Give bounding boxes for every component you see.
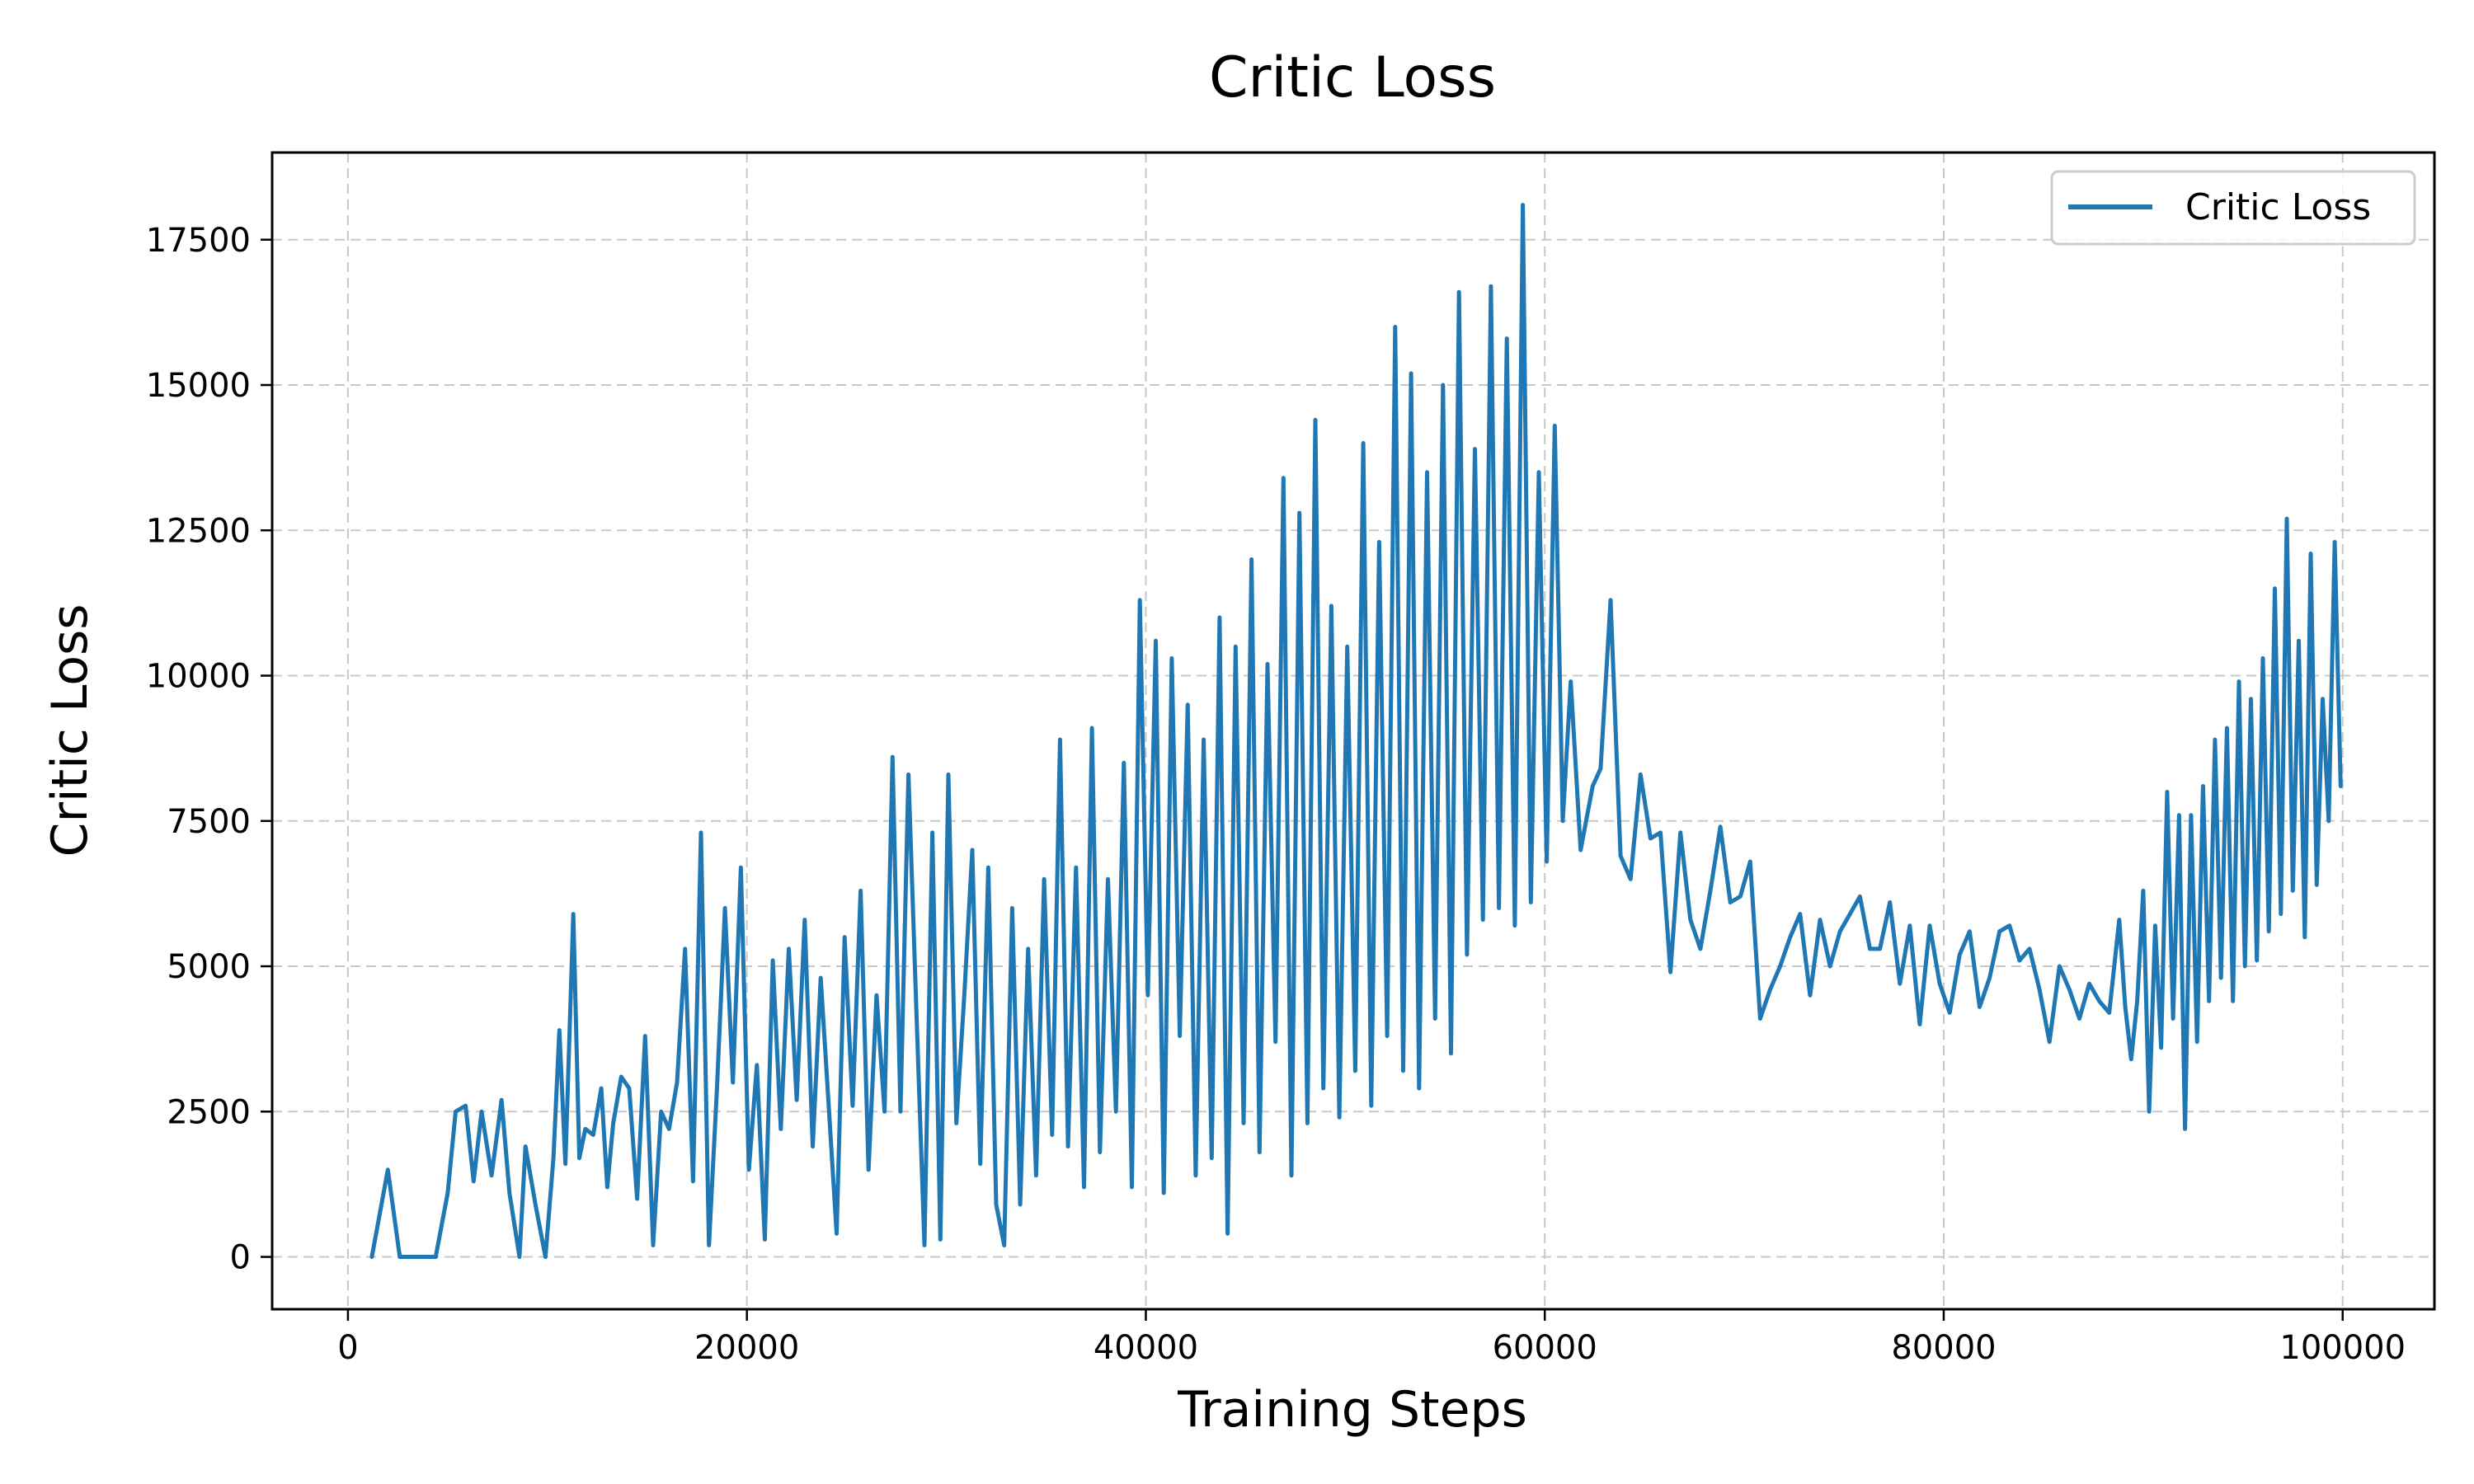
plot-area: 0 20000 40000 60000 80000 100000 0 2500 5000 750… xyxy=(146,151,2436,1367)
axes-frame xyxy=(270,151,2436,1311)
y-tick-label: 5000 xyxy=(167,948,251,986)
x-axis-label: Training Steps xyxy=(1177,1381,1527,1439)
legend: Critic Loss xyxy=(2050,170,2416,246)
y-tick-label: 10000 xyxy=(146,658,251,696)
x-tick-label: 20000 xyxy=(694,1329,799,1367)
y-tick-label: 12500 xyxy=(146,512,251,550)
legend-label-critic-loss: Critic Loss xyxy=(2185,186,2371,228)
y-axis-label: Critic Loss xyxy=(41,603,99,857)
y-tick-label: 7500 xyxy=(167,803,251,841)
y-axis-ticks: 0 2500 5000 7500 10000 12500 15000 17500 xyxy=(146,222,272,1277)
y-tick-label: 0 xyxy=(230,1239,251,1277)
series-line-critic-loss xyxy=(369,203,2343,1259)
x-tick-label: 60000 xyxy=(1493,1329,1597,1367)
series-layer xyxy=(369,203,2343,1259)
x-axis-ticks: 0 20000 40000 60000 80000 100000 xyxy=(337,1309,2406,1367)
y-tick-label: 15000 xyxy=(146,367,251,405)
y-tick-label: 17500 xyxy=(146,222,251,260)
legend-box xyxy=(2050,170,2416,246)
x-tick-label: 80000 xyxy=(1891,1329,1996,1367)
y-tick-label: 2500 xyxy=(167,1093,251,1131)
chart-title: Critic Loss xyxy=(1209,45,1496,110)
x-tick-label: 40000 xyxy=(1094,1329,1198,1367)
x-tick-label: 100000 xyxy=(2279,1329,2406,1367)
grid-lines xyxy=(272,153,2434,1309)
x-tick-label: 0 xyxy=(337,1329,358,1367)
